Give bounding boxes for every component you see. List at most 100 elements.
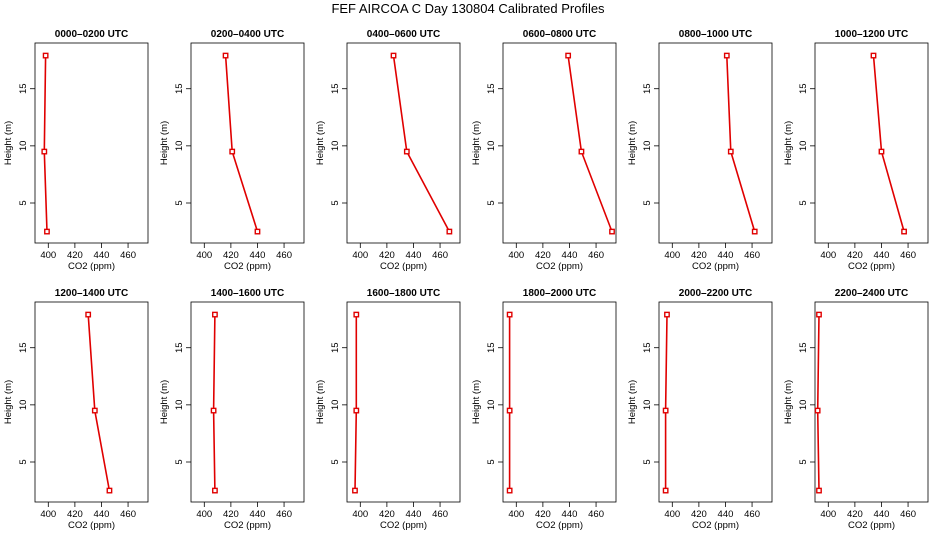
profile-line — [212, 314, 216, 491]
x-tick-label: 460 — [744, 509, 760, 520]
data-point — [42, 52, 49, 59]
x-tick-label: 460 — [432, 509, 448, 520]
x-tick-label: 420 — [535, 250, 551, 261]
y-tick-label: 15 — [642, 83, 653, 94]
data-point — [403, 148, 410, 155]
y-tick-label: 5 — [18, 200, 29, 205]
y-tick-label: 5 — [642, 459, 653, 464]
chart-panel: 2200–2400 UTC 400 420 440 460 5 10 15 CO2 (ppm) H… — [783, 288, 929, 531]
chart-panel: 0800–1000 UTC 400 420 440 460 5 10 15 CO2 (ppm) H… — [627, 29, 773, 272]
panel-title: 1400–1600 UTC — [211, 288, 284, 299]
y-tick-label: 10 — [486, 141, 497, 152]
y-tick-label: 10 — [18, 141, 29, 152]
y-tick-label: 15 — [486, 83, 497, 94]
x-axis-label: CO2 (ppm) — [848, 261, 895, 272]
chart-panel: 0400–0600 UTC 400 420 440 460 5 10 15 CO2 (ppm) H… — [315, 29, 461, 272]
panel-title: 1800–2000 UTC — [523, 288, 596, 299]
plot-frame — [34, 301, 149, 503]
profile-line — [87, 314, 111, 491]
y-tick-label: 15 — [174, 342, 185, 353]
y-tick-label: 5 — [486, 200, 497, 205]
x-tick-label: 400 — [352, 509, 368, 520]
x-axis-label: CO2 (ppm) — [224, 520, 271, 531]
y-axis-label: Height (m) — [471, 121, 482, 165]
data-point — [816, 311, 822, 318]
data-point — [446, 228, 453, 235]
panel-grid: 0000–0200 UTC 400 420 440 460 5 10 15 CO2 (ppm) H… — [3, 29, 929, 531]
data-point — [41, 148, 48, 155]
data-point — [662, 487, 669, 494]
data-point — [212, 487, 218, 494]
y-tick-label: 5 — [798, 200, 809, 205]
panel-title: 2200–2400 UTC — [835, 288, 908, 299]
x-tick-label: 460 — [432, 250, 448, 261]
x-tick-label: 460 — [588, 250, 604, 261]
y-tick-label: 10 — [174, 400, 185, 411]
data-point — [506, 407, 513, 414]
profile-line — [392, 55, 451, 232]
data-point — [229, 148, 236, 155]
data-point — [816, 487, 822, 494]
x-tick-label: 440 — [406, 509, 422, 520]
y-tick-label: 15 — [486, 342, 497, 353]
y-tick-label: 10 — [18, 400, 29, 411]
figure-title: FEF AIRCOA C Day 130804 Calibrated Profi… — [331, 1, 605, 16]
x-tick-label: 440 — [250, 250, 266, 261]
panel-title: 1200–1400 UTC — [55, 288, 128, 299]
x-tick-label: 420 — [379, 509, 395, 520]
y-axis-label: Height (m) — [3, 380, 14, 424]
y-tick-label: 15 — [330, 83, 341, 94]
x-tick-label: 440 — [718, 509, 734, 520]
y-tick-label: 10 — [330, 400, 341, 411]
y-tick-label: 10 — [486, 400, 497, 411]
profile-line — [872, 55, 905, 232]
x-tick-label: 400 — [820, 509, 836, 520]
x-tick-label: 440 — [562, 250, 578, 261]
x-tick-label: 420 — [691, 509, 707, 520]
x-tick-label: 420 — [379, 250, 395, 261]
data-point — [609, 228, 615, 235]
y-tick-label: 15 — [798, 83, 809, 94]
x-tick-label: 420 — [847, 250, 863, 261]
y-tick-label: 15 — [174, 83, 185, 94]
y-tick-label: 15 — [642, 342, 653, 353]
x-tick-label: 400 — [508, 250, 524, 261]
x-tick-label: 400 — [40, 250, 56, 261]
data-point — [212, 311, 218, 318]
panel-title: 1600–1800 UTC — [367, 288, 440, 299]
data-point — [565, 52, 572, 59]
data-point — [91, 407, 98, 414]
plot-frame — [190, 42, 305, 244]
panel-title: 0200–0400 UTC — [211, 29, 284, 40]
x-tick-label: 420 — [67, 250, 83, 261]
y-tick-label: 15 — [798, 342, 809, 353]
x-tick-label: 400 — [508, 509, 524, 520]
x-tick-label: 420 — [67, 509, 83, 520]
y-tick-label: 15 — [18, 83, 29, 94]
data-point — [662, 407, 669, 414]
x-tick-label: 400 — [196, 509, 212, 520]
y-tick-label: 10 — [330, 141, 341, 152]
chart-panel: 2000–2200 UTC 400 420 440 460 5 10 15 CO2 (ppm) H… — [627, 288, 773, 531]
y-axis-label: Height (m) — [159, 121, 170, 165]
data-point — [751, 228, 758, 235]
plot-frame — [658, 301, 773, 503]
plot-frame — [814, 301, 929, 503]
data-point — [352, 487, 358, 494]
y-tick-label: 5 — [330, 459, 341, 464]
y-axis-label: Height (m) — [627, 121, 638, 165]
x-tick-label: 440 — [94, 250, 110, 261]
data-point — [506, 311, 513, 318]
x-tick-label: 440 — [562, 509, 578, 520]
data-point — [254, 228, 261, 235]
panel-title: 0600–0800 UTC — [523, 29, 596, 40]
chart-panel: 1800–2000 UTC 400 420 440 460 5 10 15 CO2 (ppm) H… — [471, 288, 617, 531]
plot-frame — [34, 42, 149, 244]
x-tick-label: 440 — [718, 250, 734, 261]
plot-frame — [502, 301, 617, 503]
x-tick-label: 400 — [664, 250, 680, 261]
panel-title: 1000–1200 UTC — [835, 29, 908, 40]
chart-panel: 1000–1200 UTC 400 420 440 460 5 10 15 CO2 (ppm) H… — [783, 29, 929, 272]
x-tick-label: 460 — [120, 250, 136, 261]
